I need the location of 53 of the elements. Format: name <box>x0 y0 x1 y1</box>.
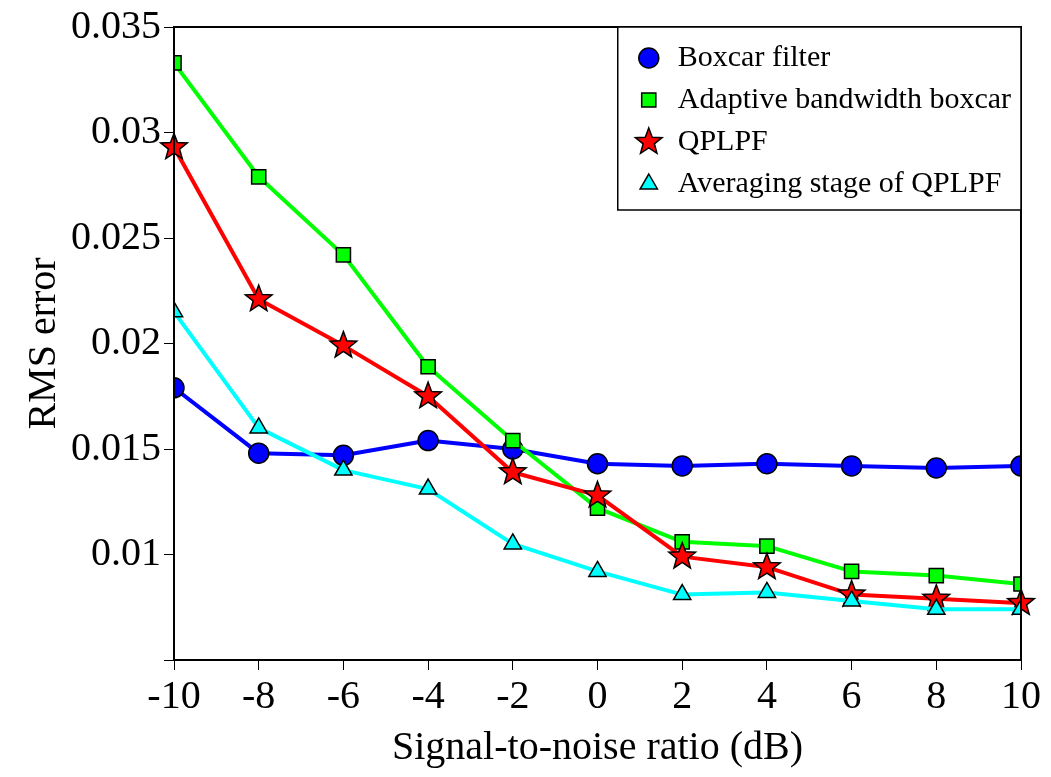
point <box>840 455 863 477</box>
point <box>752 552 781 580</box>
point <box>586 453 609 475</box>
point <box>159 132 189 160</box>
point <box>671 455 693 477</box>
point <box>504 432 521 449</box>
point <box>329 330 358 358</box>
point <box>247 442 270 464</box>
legend-label: Adaptive bandwidth boxcar <box>677 80 1012 114</box>
x-tick-label: -6 <box>326 671 361 717</box>
y-tick-label: 0.01 <box>91 529 161 574</box>
point <box>672 583 692 601</box>
x-tick-label: -10 <box>147 671 201 717</box>
point <box>668 541 697 569</box>
x-tick-label: -8 <box>242 671 276 717</box>
point <box>333 459 353 476</box>
point <box>583 480 612 508</box>
point <box>498 457 527 485</box>
x-tick-label: 8 <box>926 671 947 717</box>
point <box>503 533 523 550</box>
x-tick-label: -4 <box>411 671 445 717</box>
x-tick-label: -2 <box>496 671 530 717</box>
legend-label: QPLPF <box>677 122 768 156</box>
y-tick-label: 0.02 <box>91 318 161 363</box>
x-tick-label: 6 <box>841 671 862 717</box>
x-tick-label: 0 <box>587 671 608 717</box>
x-tick-label: 2 <box>672 671 693 717</box>
point <box>244 284 273 312</box>
point <box>418 478 438 495</box>
y-axis-title: RMS error <box>18 257 64 430</box>
point <box>414 381 443 409</box>
point <box>588 560 607 578</box>
point <box>420 358 436 375</box>
legend-label: Boxcar filter <box>677 38 831 72</box>
point <box>417 429 439 452</box>
legend-label: Averaging stage of QPLPF <box>677 164 1002 198</box>
point <box>925 457 948 479</box>
y-tick-label: 0.025 <box>71 212 161 258</box>
point <box>249 417 269 434</box>
point <box>757 581 777 599</box>
point <box>335 247 352 263</box>
y-tick-label: 0.015 <box>71 423 161 469</box>
x-tick-label: 10 <box>1001 671 1041 717</box>
point <box>928 567 945 584</box>
x-tick-label: 4 <box>756 671 777 717</box>
y-tick-label: 0.03 <box>91 107 161 152</box>
point <box>759 538 775 554</box>
point <box>843 563 860 580</box>
point <box>332 444 355 467</box>
x-axis-title: Signal-to-noise ratio (dB) <box>391 722 804 768</box>
point <box>756 453 778 475</box>
point <box>250 168 267 185</box>
y-tick-label: 0.035 <box>71 1 161 47</box>
